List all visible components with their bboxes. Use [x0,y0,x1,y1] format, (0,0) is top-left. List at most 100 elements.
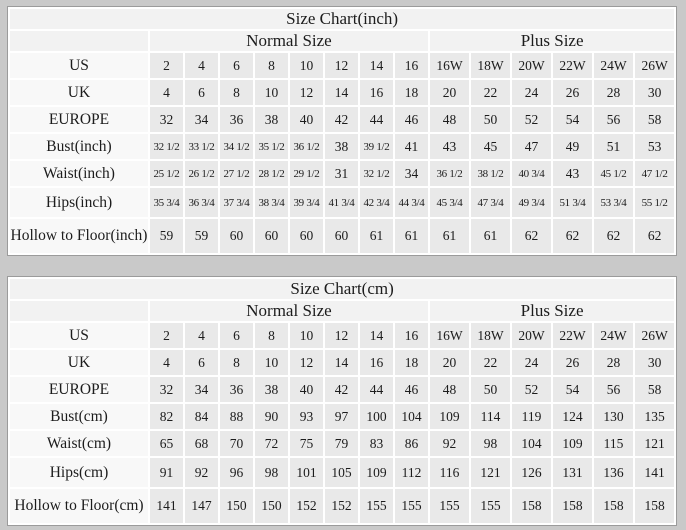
data-cell: 114 [471,404,510,429]
data-cell: 59 [150,219,183,253]
data-cell: 56 [594,107,633,132]
row-label-cell: Hollow to Floor(cm) [10,489,148,523]
data-cell: 12 [290,80,323,105]
row-label-cell: UK [10,80,148,105]
data-cell: 84 [185,404,218,429]
data-cell: 52 [512,107,551,132]
data-cell: 62 [553,219,592,253]
table-row: UK 4 6 8 10 12 14 16 18 20 22 24 26 28 30 [10,80,675,105]
table-row: Waist(cm) 65 68 70 72 75 79 83 86 92 98 104 109 115 12… [10,431,675,456]
data-cell: 14 [325,350,358,375]
data-cell: 56 [594,377,633,402]
data-cell: 45 [471,134,510,159]
data-cell: 34 [185,107,218,132]
data-cell: 60 [255,219,288,253]
data-cell: 51 [594,134,633,159]
data-cell: 38 [325,134,358,159]
data-cell: 29 1/2 [290,161,323,186]
data-cell: 98 [471,431,510,456]
data-cell: 50 [471,107,510,132]
data-cell: 98 [255,458,288,487]
data-cell: 12 [325,53,358,78]
table-title-row: Size Chart(cm) [10,279,675,299]
data-cell: 88 [220,404,253,429]
data-cell: 6 [185,80,218,105]
data-cell: 2 [150,53,183,78]
table-title: Size Chart(inch) [10,9,675,29]
table-row: Waist(inch) 25 1/2 26 1/2 27 1/2 28 1/2 29 1/… [10,161,675,186]
row-label-cell: Bust(inch) [10,134,148,159]
data-cell: 26W [635,323,675,348]
data-cell: 20 [430,350,469,375]
data-cell: 49 [553,134,592,159]
size-chart-inch-table: Size Chart(inch) Normal Size Plus Size US 2 4… [7,6,678,256]
data-cell: 61 [471,219,510,253]
data-cell: 92 [430,431,469,456]
data-cell: 55 1/2 [635,188,675,217]
data-cell: 6 [220,323,253,348]
row-label-cell: Hips(inch) [10,188,148,217]
data-cell: 24W [594,323,633,348]
data-cell: 141 [635,458,675,487]
data-cell: 105 [325,458,358,487]
data-cell: 53 3/4 [594,188,633,217]
data-cell: 36 3/4 [185,188,218,217]
table-row: Hollow to Floor(cm) 141 147 150 150 152 152 155… [10,489,675,523]
table-row: US 2 4 6 8 10 12 14 16 16W 18W 20W 22W 24W 26W [10,53,675,78]
data-cell: 12 [290,350,323,375]
data-cell: 58 [635,107,675,132]
data-cell: 136 [594,458,633,487]
data-cell: 31 [325,161,358,186]
data-cell: 60 [220,219,253,253]
data-cell: 72 [255,431,288,456]
data-cell: 46 [395,377,428,402]
data-cell: 126 [512,458,551,487]
data-cell: 155 [395,489,428,523]
data-cell: 36 1/2 [430,161,469,186]
data-cell: 100 [360,404,393,429]
data-cell: 18W [471,53,510,78]
data-cell: 119 [512,404,551,429]
data-cell: 135 [635,404,675,429]
data-cell: 147 [185,489,218,523]
data-cell: 28 [594,350,633,375]
data-cell: 40 [290,107,323,132]
data-cell: 12 [325,323,358,348]
data-cell: 121 [635,431,675,456]
data-cell: 6 [185,350,218,375]
row-label-cell: UK [10,350,148,375]
data-cell: 54 [553,377,592,402]
data-cell: 14 [360,323,393,348]
data-cell: 62 [512,219,551,253]
data-cell: 16W [430,323,469,348]
data-cell: 37 3/4 [220,188,253,217]
corner-cell [10,301,148,321]
data-cell: 44 3/4 [395,188,428,217]
data-cell: 96 [220,458,253,487]
data-cell: 97 [325,404,358,429]
data-cell: 34 1/2 [220,134,253,159]
data-cell: 59 [185,219,218,253]
data-cell: 83 [360,431,393,456]
data-cell: 26 1/2 [185,161,218,186]
data-cell: 16 [360,80,393,105]
data-cell: 30 [635,350,675,375]
data-cell: 54 [553,107,592,132]
row-label-cell: Hips(cm) [10,458,148,487]
data-cell: 20 [430,80,469,105]
row-label-cell: US [10,53,148,78]
data-cell: 130 [594,404,633,429]
data-cell: 109 [360,458,393,487]
row-label-cell: EUROPE [10,377,148,402]
data-cell: 16W [430,53,469,78]
size-chart-cm-table: Size Chart(cm) Normal Size Plus Size US 2 4 6 8… [7,276,678,526]
data-cell: 131 [553,458,592,487]
row-label-cell: Bust(cm) [10,404,148,429]
data-cell: 40 [290,377,323,402]
data-cell: 91 [150,458,183,487]
data-cell: 158 [635,489,675,523]
data-cell: 158 [594,489,633,523]
table-title: Size Chart(cm) [10,279,675,299]
data-cell: 60 [290,219,323,253]
